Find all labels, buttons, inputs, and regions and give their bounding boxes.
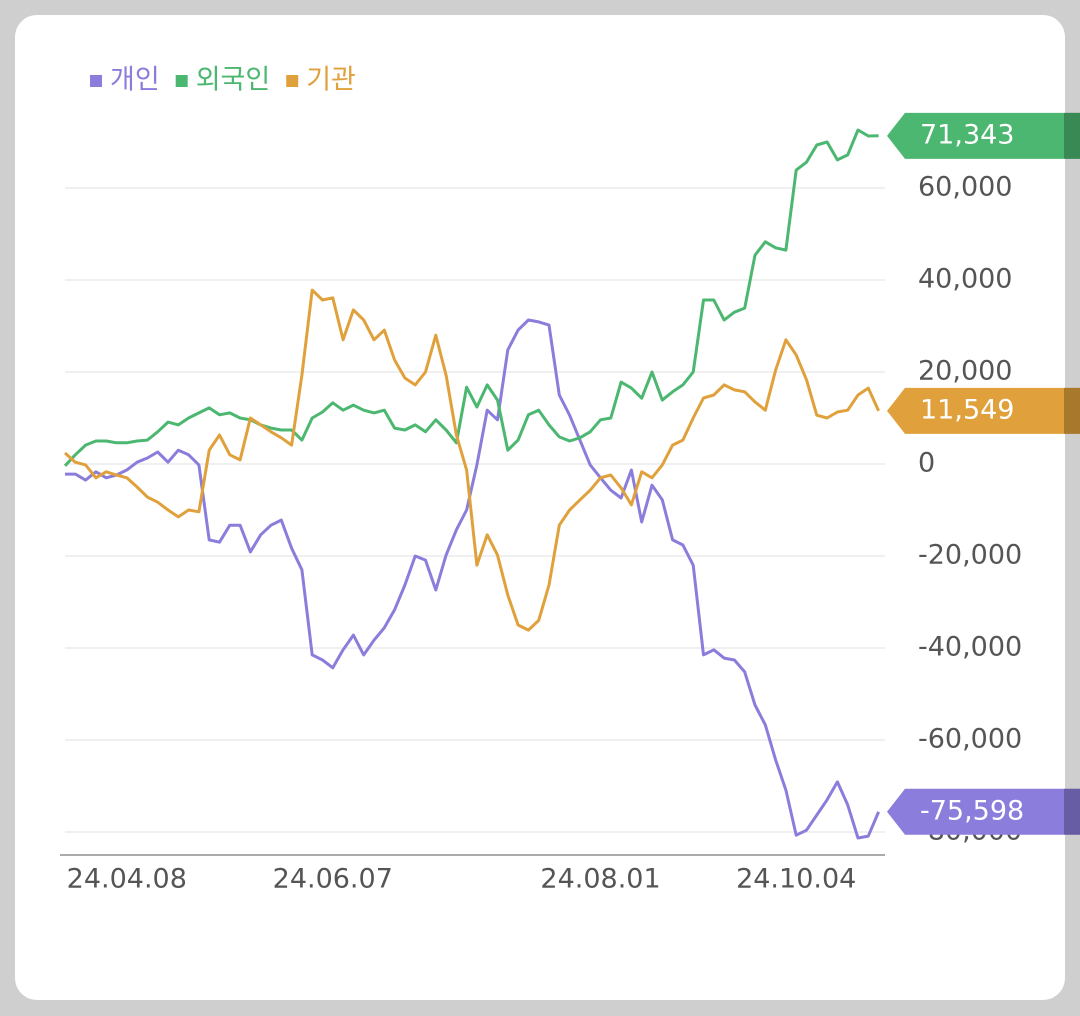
end-tag-label: 11,549 <box>920 394 1014 425</box>
y-tick-label: 60,000 <box>918 172 1012 203</box>
x-tick-label: 24.06.07 <box>273 864 393 895</box>
y-tick-label: -20,000 <box>918 540 1022 571</box>
y-tick-label: -60,000 <box>918 724 1022 755</box>
y-tick-label: 20,000 <box>918 356 1012 387</box>
series-line <box>65 318 880 840</box>
y-tick-label: -40,000 <box>918 632 1022 663</box>
x-tick-label: 24.04.08 <box>67 864 187 895</box>
y-tick-label: 0 <box>918 448 935 479</box>
x-tick-label: 24.10.04 <box>736 864 856 895</box>
x-tick-label: 24.08.01 <box>540 864 660 895</box>
series-line <box>63 128 879 467</box>
end-tag <box>887 788 1080 835</box>
end-tag-label: -75,598 <box>920 795 1024 826</box>
legend-label: 개인 <box>110 65 160 96</box>
legend-label: 기관 <box>306 65 356 96</box>
legend-label: 외국인 <box>196 65 271 96</box>
end-tag <box>887 387 1080 434</box>
legend-swatch <box>90 75 102 87</box>
series-line <box>64 288 880 632</box>
end-tag-edge <box>1064 788 1080 835</box>
end-tag-edge <box>1064 387 1080 434</box>
y-tick-label: 40,000 <box>918 264 1012 295</box>
end-tag-edge <box>1064 112 1080 159</box>
end-tag-label: 71,343 <box>920 119 1014 150</box>
end-tag <box>887 112 1080 159</box>
card <box>15 15 1065 1000</box>
legend-swatch <box>286 75 299 87</box>
legend-swatch <box>175 75 188 87</box>
